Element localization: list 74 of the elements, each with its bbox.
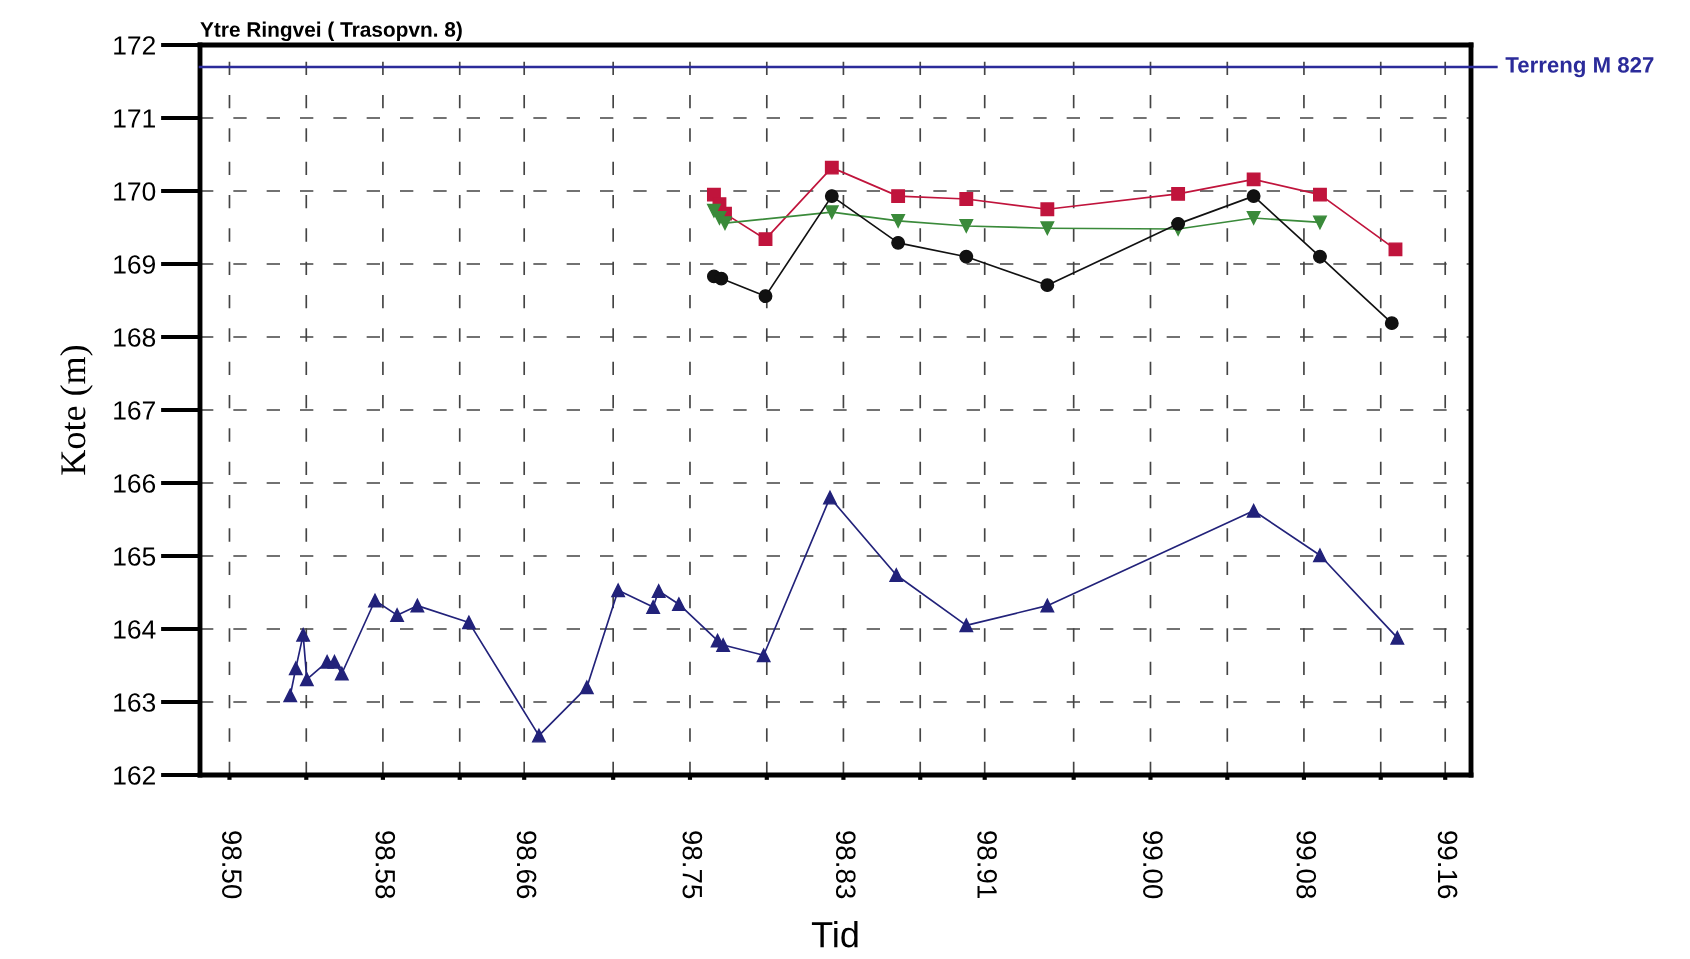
point: [714, 271, 729, 286]
point: [1040, 598, 1055, 613]
point: [410, 598, 425, 613]
y-tick-label: 165: [114, 547, 156, 566]
point: [1246, 172, 1261, 187]
y-axis-title: Kote (m): [60, 345, 93, 475]
point: [824, 189, 839, 204]
y-tick-label: 170: [114, 182, 156, 201]
point: [334, 666, 349, 681]
point: [1390, 630, 1405, 645]
x-tick-label: 98.75: [682, 831, 703, 899]
point: [824, 160, 839, 175]
point: [959, 192, 974, 206]
point: [579, 680, 594, 695]
y-tick-label: 171: [114, 109, 155, 128]
point: [891, 189, 906, 204]
point: [1313, 187, 1327, 202]
point: [1040, 278, 1055, 293]
x-axis-title: Tid: [811, 921, 858, 948]
point: [368, 593, 382, 608]
point: [959, 618, 974, 633]
y-tick-label: 172: [114, 36, 155, 55]
point: [651, 584, 666, 598]
y-tick-label: 169: [114, 255, 155, 274]
x-tick-label: 98.50: [222, 831, 242, 899]
point: [296, 627, 311, 642]
point: [1040, 221, 1055, 236]
point: [283, 688, 298, 703]
ref-line-label: Terreng M 827: [1505, 57, 1654, 78]
point: [531, 728, 546, 743]
y-tick-label: 164: [114, 620, 156, 639]
point: [327, 654, 342, 669]
point: [390, 608, 405, 623]
point: [1313, 215, 1327, 230]
point: [959, 219, 974, 233]
x-tick-label: 99.00: [1143, 831, 1163, 899]
y-tick-label: 163: [114, 693, 156, 712]
point: [716, 638, 731, 653]
point: [756, 648, 771, 663]
point: [1384, 316, 1399, 331]
point: [461, 615, 476, 630]
point: [646, 600, 661, 615]
x-tick-label: 99.16: [1437, 831, 1458, 899]
point: [1246, 189, 1261, 204]
point: [889, 568, 904, 582]
point: [671, 597, 686, 612]
point: [288, 661, 303, 676]
point: [1040, 202, 1055, 217]
x-tick-label: 98.91: [977, 831, 997, 899]
y-tick-label: 166: [114, 474, 156, 493]
point: [1388, 242, 1403, 257]
x-tick-label: 98.83: [835, 831, 856, 899]
point: [1171, 186, 1186, 201]
y-tick-label: 162: [114, 766, 155, 785]
point: [611, 583, 626, 598]
point: [824, 205, 839, 220]
point: [1313, 249, 1327, 264]
point: [1313, 548, 1327, 563]
point: [891, 235, 906, 250]
point: [758, 289, 773, 304]
point: [959, 249, 974, 264]
point: [1171, 216, 1186, 231]
point: [1246, 211, 1261, 225]
point: [891, 213, 906, 228]
x-tick-label: 98.66: [516, 831, 537, 899]
chart-title: Ytre Ringvei ( Trasopvn. 8): [200, 21, 462, 42]
point: [1246, 503, 1261, 518]
point: [299, 672, 314, 687]
point: [823, 490, 837, 505]
point: [758, 232, 773, 247]
y-tick-label: 168: [114, 328, 156, 347]
y-tick-label: 167: [114, 401, 155, 420]
x-tick-label: 98.58: [375, 831, 396, 899]
x-tick-label: 99.08: [1296, 831, 1317, 899]
